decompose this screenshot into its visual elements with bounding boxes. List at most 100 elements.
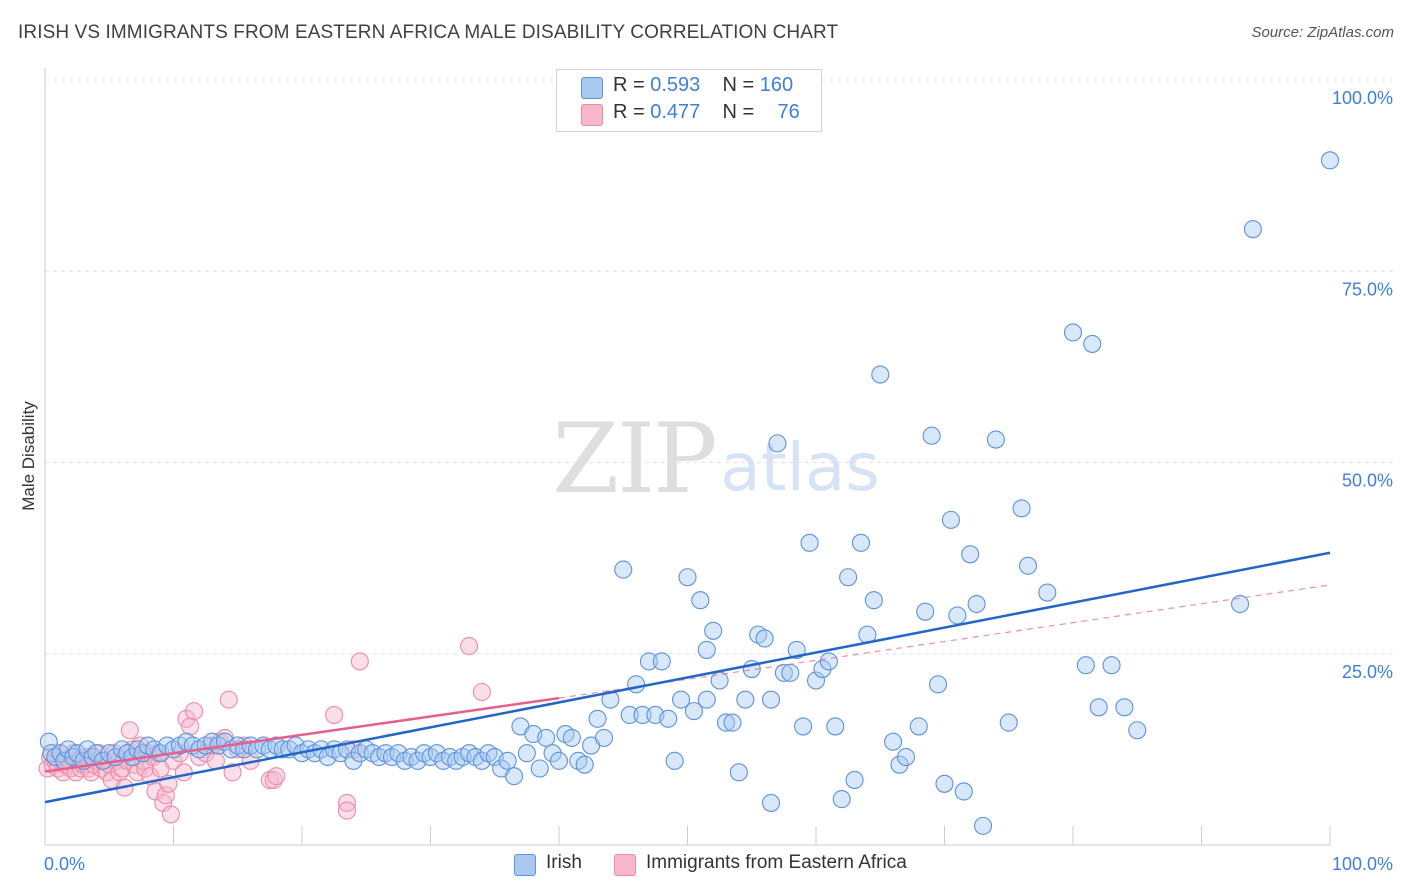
irish-point-148: [967, 594, 986, 614]
irish-point-144: [941, 510, 960, 529]
irish-point-124: [800, 533, 819, 552]
irish-point-97: [639, 652, 659, 671]
irish-point-140: [916, 602, 935, 621]
irish-point-91: [594, 728, 614, 747]
irish-point-96: [633, 705, 652, 725]
series-legend-swatch-africa: [614, 854, 636, 876]
irish-point-111: [723, 713, 742, 732]
irish-point-83: [543, 744, 562, 763]
africa-point-61: [219, 690, 238, 709]
irish-point-149: [973, 816, 993, 835]
irish-point-131: [845, 770, 864, 790]
irish-point-146: [954, 782, 973, 801]
irish-point-88: [575, 755, 594, 774]
source-credit: Source: ZipAtlas.com: [1251, 24, 1394, 41]
series-immigrants-eastern-africa: [38, 637, 491, 824]
irish-point-0: [39, 732, 58, 751]
y-tick-label-50: 50.0%: [1342, 471, 1393, 491]
irish-point-106: [697, 640, 716, 659]
irish-point-153: [1018, 556, 1038, 575]
irish-point-82: [537, 728, 556, 747]
irish-point-136: [884, 732, 903, 751]
irish-point-118: [761, 690, 781, 709]
africa-point-73: [350, 652, 369, 671]
irish-point-121: [781, 663, 800, 682]
africa-point-75: [472, 682, 491, 702]
series-legend: Irish Immigrants from Eastern Africa: [0, 850, 1406, 878]
irish-point-164: [1320, 151, 1340, 170]
irish-point-159: [1102, 656, 1121, 675]
irish-point-126: [813, 659, 832, 679]
irish-point-105: [691, 591, 710, 610]
africa-point-70: [337, 793, 357, 812]
irish-point-86: [562, 728, 581, 747]
irish-point-101: [665, 751, 684, 770]
irish-point-125: [806, 671, 826, 690]
irish-point-7: [68, 744, 87, 763]
irish-point-81: [530, 759, 549, 778]
irish-point-94: [620, 705, 639, 725]
irish-point-104: [684, 702, 703, 721]
irish-point-152: [1012, 499, 1031, 518]
irish-point-120: [774, 663, 793, 682]
trendline-irish: [44, 551, 1331, 804]
irish-point-161: [1128, 721, 1147, 740]
irish-point-151: [999, 713, 1018, 732]
y-tick-label-75: 75.0%: [1342, 279, 1393, 299]
irish-point-112: [729, 763, 748, 782]
irish-point-113: [736, 690, 755, 709]
irish-point-160: [1115, 698, 1134, 717]
watermark: ZIP atlas: [552, 403, 879, 515]
correlation-legend: R = 0.593 N = 160 R = 0.477 N = 76: [556, 69, 822, 132]
legend-swatch-africa: [581, 104, 603, 126]
irish-point-128: [826, 717, 845, 736]
irish-point-145: [948, 606, 967, 625]
irish-point-103: [678, 568, 697, 587]
irish-point-76: [498, 751, 517, 770]
irish-point-107: [697, 690, 716, 709]
irish-point-117: [761, 793, 781, 812]
series-legend-swatch-irish: [514, 854, 536, 876]
irish-point-102: [672, 690, 691, 709]
africa-point-69: [325, 705, 344, 725]
irish-point-109: [710, 671, 729, 690]
africa-point-74: [459, 637, 479, 656]
trendlines: [44, 551, 1331, 804]
irish-point-127: [819, 652, 838, 671]
africa-point-68: [267, 767, 286, 786]
axes: [44, 68, 1331, 846]
irish-point-100: [659, 709, 678, 728]
irish-point-132: [851, 533, 871, 552]
legend-r-value-africa: 0.477: [650, 101, 701, 123]
africa-point-62: [223, 763, 242, 782]
irish-point-119: [768, 434, 787, 453]
series-legend-label-africa: Immigrants from Eastern Africa: [646, 852, 907, 873]
irish-point-92: [601, 690, 620, 709]
irish-point-130: [839, 568, 858, 587]
irish-point-93: [614, 560, 633, 579]
irish-point-52: [344, 751, 363, 770]
legend-n-label: N =: [722, 74, 755, 96]
irish-point-134: [864, 591, 883, 610]
irish-point-129: [832, 790, 851, 809]
x-tick-label-100: 100.0%: [1332, 854, 1393, 874]
trendline-africa: [44, 696, 560, 773]
legend-n-label: N =: [722, 101, 755, 123]
irish-point-123: [794, 717, 813, 736]
africa-point-71: [337, 801, 357, 820]
irish-point-147: [961, 545, 980, 564]
legend-r-label: R =: [613, 101, 645, 123]
irish-point-154: [1038, 583, 1057, 602]
irish-point-156: [1076, 656, 1095, 675]
irish-point-162: [1231, 594, 1250, 614]
irish-point-141: [922, 426, 941, 445]
legend-r-label: R =: [613, 74, 645, 96]
irish-point-84: [549, 751, 569, 770]
y-tick-label-25: 25.0%: [1342, 662, 1393, 682]
africa-point-54: [185, 702, 204, 721]
irish-point-108: [704, 621, 723, 640]
irish-point-150: [986, 430, 1005, 449]
chart-title: IRISH VS IMMIGRANTS FROM EASTERN AFRICA …: [18, 22, 839, 43]
irish-point-157: [1083, 334, 1102, 353]
